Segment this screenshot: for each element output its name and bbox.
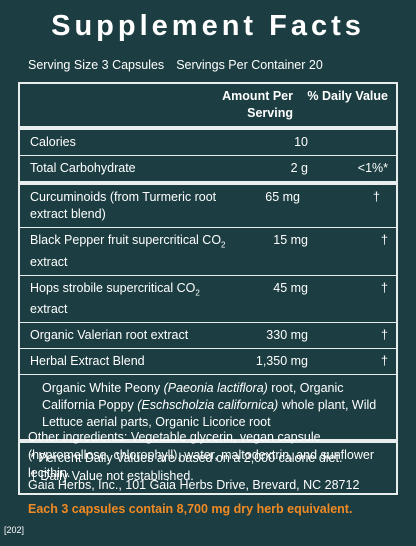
facts-table: Amount Per Serving % Daily Value Calorie… (18, 82, 398, 495)
nutrient-row: Curcuminoids (from Turmeric root extract… (20, 181, 396, 227)
nutrient-row: Hops strobile supercritical CO2 extract 4… (20, 274, 396, 323)
description-part: root, Organic California Poppy (42, 381, 344, 412)
name-text: Calories (30, 135, 76, 149)
name-text: Herbal Extract Blend (30, 354, 145, 368)
nutrient-name: Calories (30, 134, 228, 151)
claim: Each 3 capsules contain 8,700 mg dry her… (28, 502, 353, 516)
nutrient-row: Organic Valerian root extract 330 mg † (20, 322, 396, 348)
daily-value: † (373, 190, 380, 204)
nutrient-name: Total Carbohydrate (30, 160, 228, 177)
servings-per-container: Servings Per Container 20 (176, 58, 323, 72)
name-subscript: 2 (195, 288, 200, 297)
footnote: * Percent Daily Values are based on a 2,… (30, 451, 343, 465)
amount: 1,350 mg (255, 354, 308, 368)
serving-info: Serving Size 3 Capsules Servings Per Cont… (28, 58, 323, 72)
amount: 65 mg (265, 190, 300, 204)
nutrient-row: Total Carbohydrate 2 g <1%* (20, 155, 396, 181)
name-text: Organic Valerian root extract (30, 328, 189, 342)
name-text: extract (30, 254, 68, 269)
manufacturer: Gaia Herbs, Inc., 101 Gaia Herbs Drive, … (28, 478, 360, 492)
amount: 10 (294, 135, 308, 149)
daily-value: † (381, 354, 388, 368)
daily-value: † (381, 280, 388, 295)
nutrient-row: Calories 10 (20, 126, 396, 155)
name-text: Total Carbohydrate (30, 161, 136, 175)
nutrient-name: Hops strobile supercritical CO2 extract (30, 280, 228, 319)
header-amount: Amount Per Serving (222, 89, 293, 120)
description-part: (Paeonia lactiflora) (163, 381, 268, 395)
header-row: Amount Per Serving % Daily Value (20, 84, 396, 126)
blend-description: Organic White Peony (Paeonia lactiflora)… (20, 374, 396, 439)
header-dv: % Daily Value (307, 89, 388, 103)
description-part: whole plant, Wild Lettuce aerial parts, … (42, 398, 377, 429)
description-part: Organic White Peony (42, 381, 164, 395)
name-text: Black Pepper fruit supercritical CO (30, 233, 222, 247)
nutrient-name: Curcuminoids (from Turmeric root extract… (30, 189, 220, 223)
nutrient-name: Herbal Extract Blend (30, 353, 228, 370)
title: Supplement Facts (51, 10, 365, 42)
nutrient-row: Black Pepper fruit supercritical CO2 ext… (20, 227, 396, 275)
daily-value: † (381, 233, 388, 247)
serving-size: Serving Size 3 Capsules (28, 58, 165, 72)
amount: 330 mg (266, 328, 308, 342)
code: [202] (4, 525, 25, 535)
name-text: Curcuminoids (from Turmeric root extract… (30, 190, 217, 221)
description-part: (Eschscholzia californica) (137, 398, 279, 412)
amount: 45 mg (273, 280, 308, 295)
amount: 15 mg (273, 233, 308, 247)
name-text: extract (30, 302, 68, 316)
other-ingredients: Other ingredients: Vegetable glycerin, v… (28, 430, 374, 480)
daily-value: <1%* (357, 161, 388, 175)
name-subscript: 2 (221, 240, 226, 250)
footnotes: * Percent Daily Values are based on a 2,… (20, 439, 396, 493)
nutrient-row: Herbal Extract Blend 1,350 mg † (20, 348, 396, 374)
amount: 2 g (290, 161, 308, 175)
footnote: † Daily Value not established. (30, 469, 194, 483)
nutrient-name: Organic Valerian root extract (30, 327, 228, 344)
name-text: Hops strobile supercritical CO (30, 280, 196, 295)
nutrient-name: Black Pepper fruit supercritical CO2 ext… (30, 232, 228, 271)
daily-value: † (381, 328, 388, 342)
